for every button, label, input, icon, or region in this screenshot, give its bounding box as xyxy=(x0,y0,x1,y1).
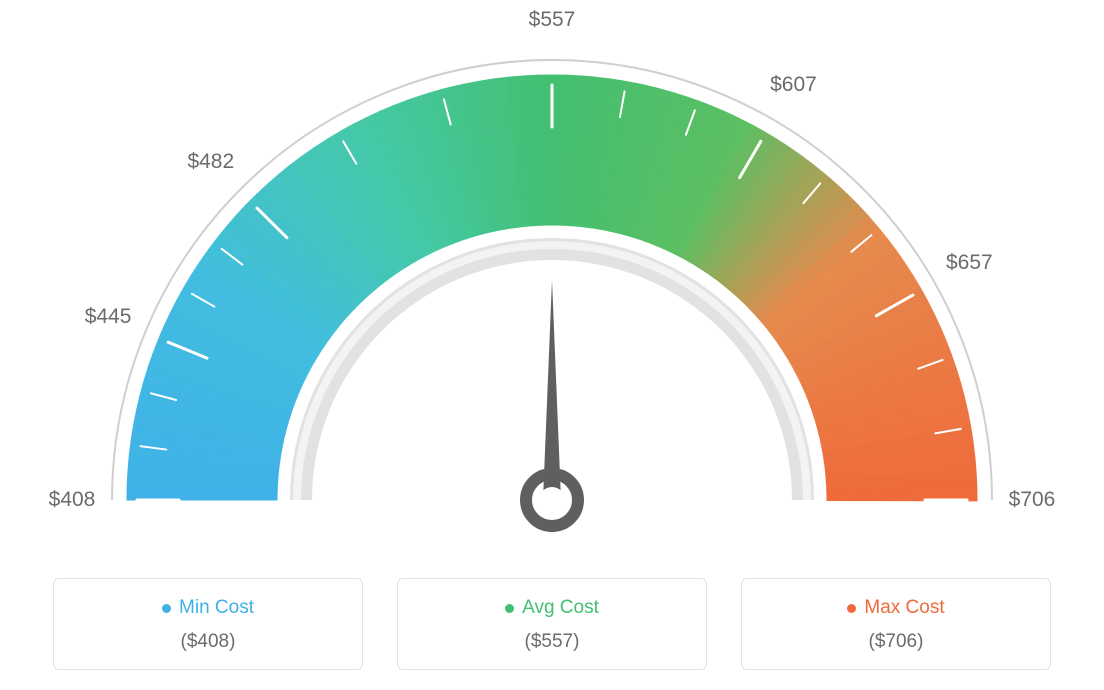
legend-value-min: ($408) xyxy=(64,631,352,653)
gauge-tick-label: $482 xyxy=(187,150,234,174)
legend-row: Min Cost ($408) Avg Cost ($557) Max Cost ($70… xyxy=(0,578,1104,670)
gauge-tick-label: $445 xyxy=(85,305,132,329)
legend-title-text: Max Cost xyxy=(864,597,944,619)
legend-title-text: Avg Cost xyxy=(522,597,599,619)
gauge-tick-label: $408 xyxy=(49,488,96,512)
legend-dot-icon xyxy=(162,604,171,613)
gauge-tick-label: $706 xyxy=(1009,488,1056,512)
gauge-tick-label: $607 xyxy=(770,73,817,97)
gauge-svg xyxy=(0,0,1104,560)
gauge-chart: $408 $445 $482 $557 $607 $657 $706 xyxy=(0,0,1104,560)
legend-title-text: Min Cost xyxy=(179,597,254,619)
gauge-tick-label: $657 xyxy=(946,251,993,275)
legend-value-avg: ($557) xyxy=(408,631,696,653)
legend-card-min: Min Cost ($408) xyxy=(53,578,363,670)
legend-card-avg: Avg Cost ($557) xyxy=(397,578,707,670)
legend-title-avg: Avg Cost xyxy=(505,597,599,619)
legend-title-max: Max Cost xyxy=(847,597,944,619)
legend-value-max: ($706) xyxy=(752,631,1040,653)
gauge-tick-label: $557 xyxy=(529,8,576,32)
legend-card-max: Max Cost ($706) xyxy=(741,578,1051,670)
legend-dot-icon xyxy=(847,604,856,613)
gauge-needle xyxy=(543,280,561,500)
legend-title-min: Min Cost xyxy=(162,597,254,619)
legend-dot-icon xyxy=(505,604,514,613)
